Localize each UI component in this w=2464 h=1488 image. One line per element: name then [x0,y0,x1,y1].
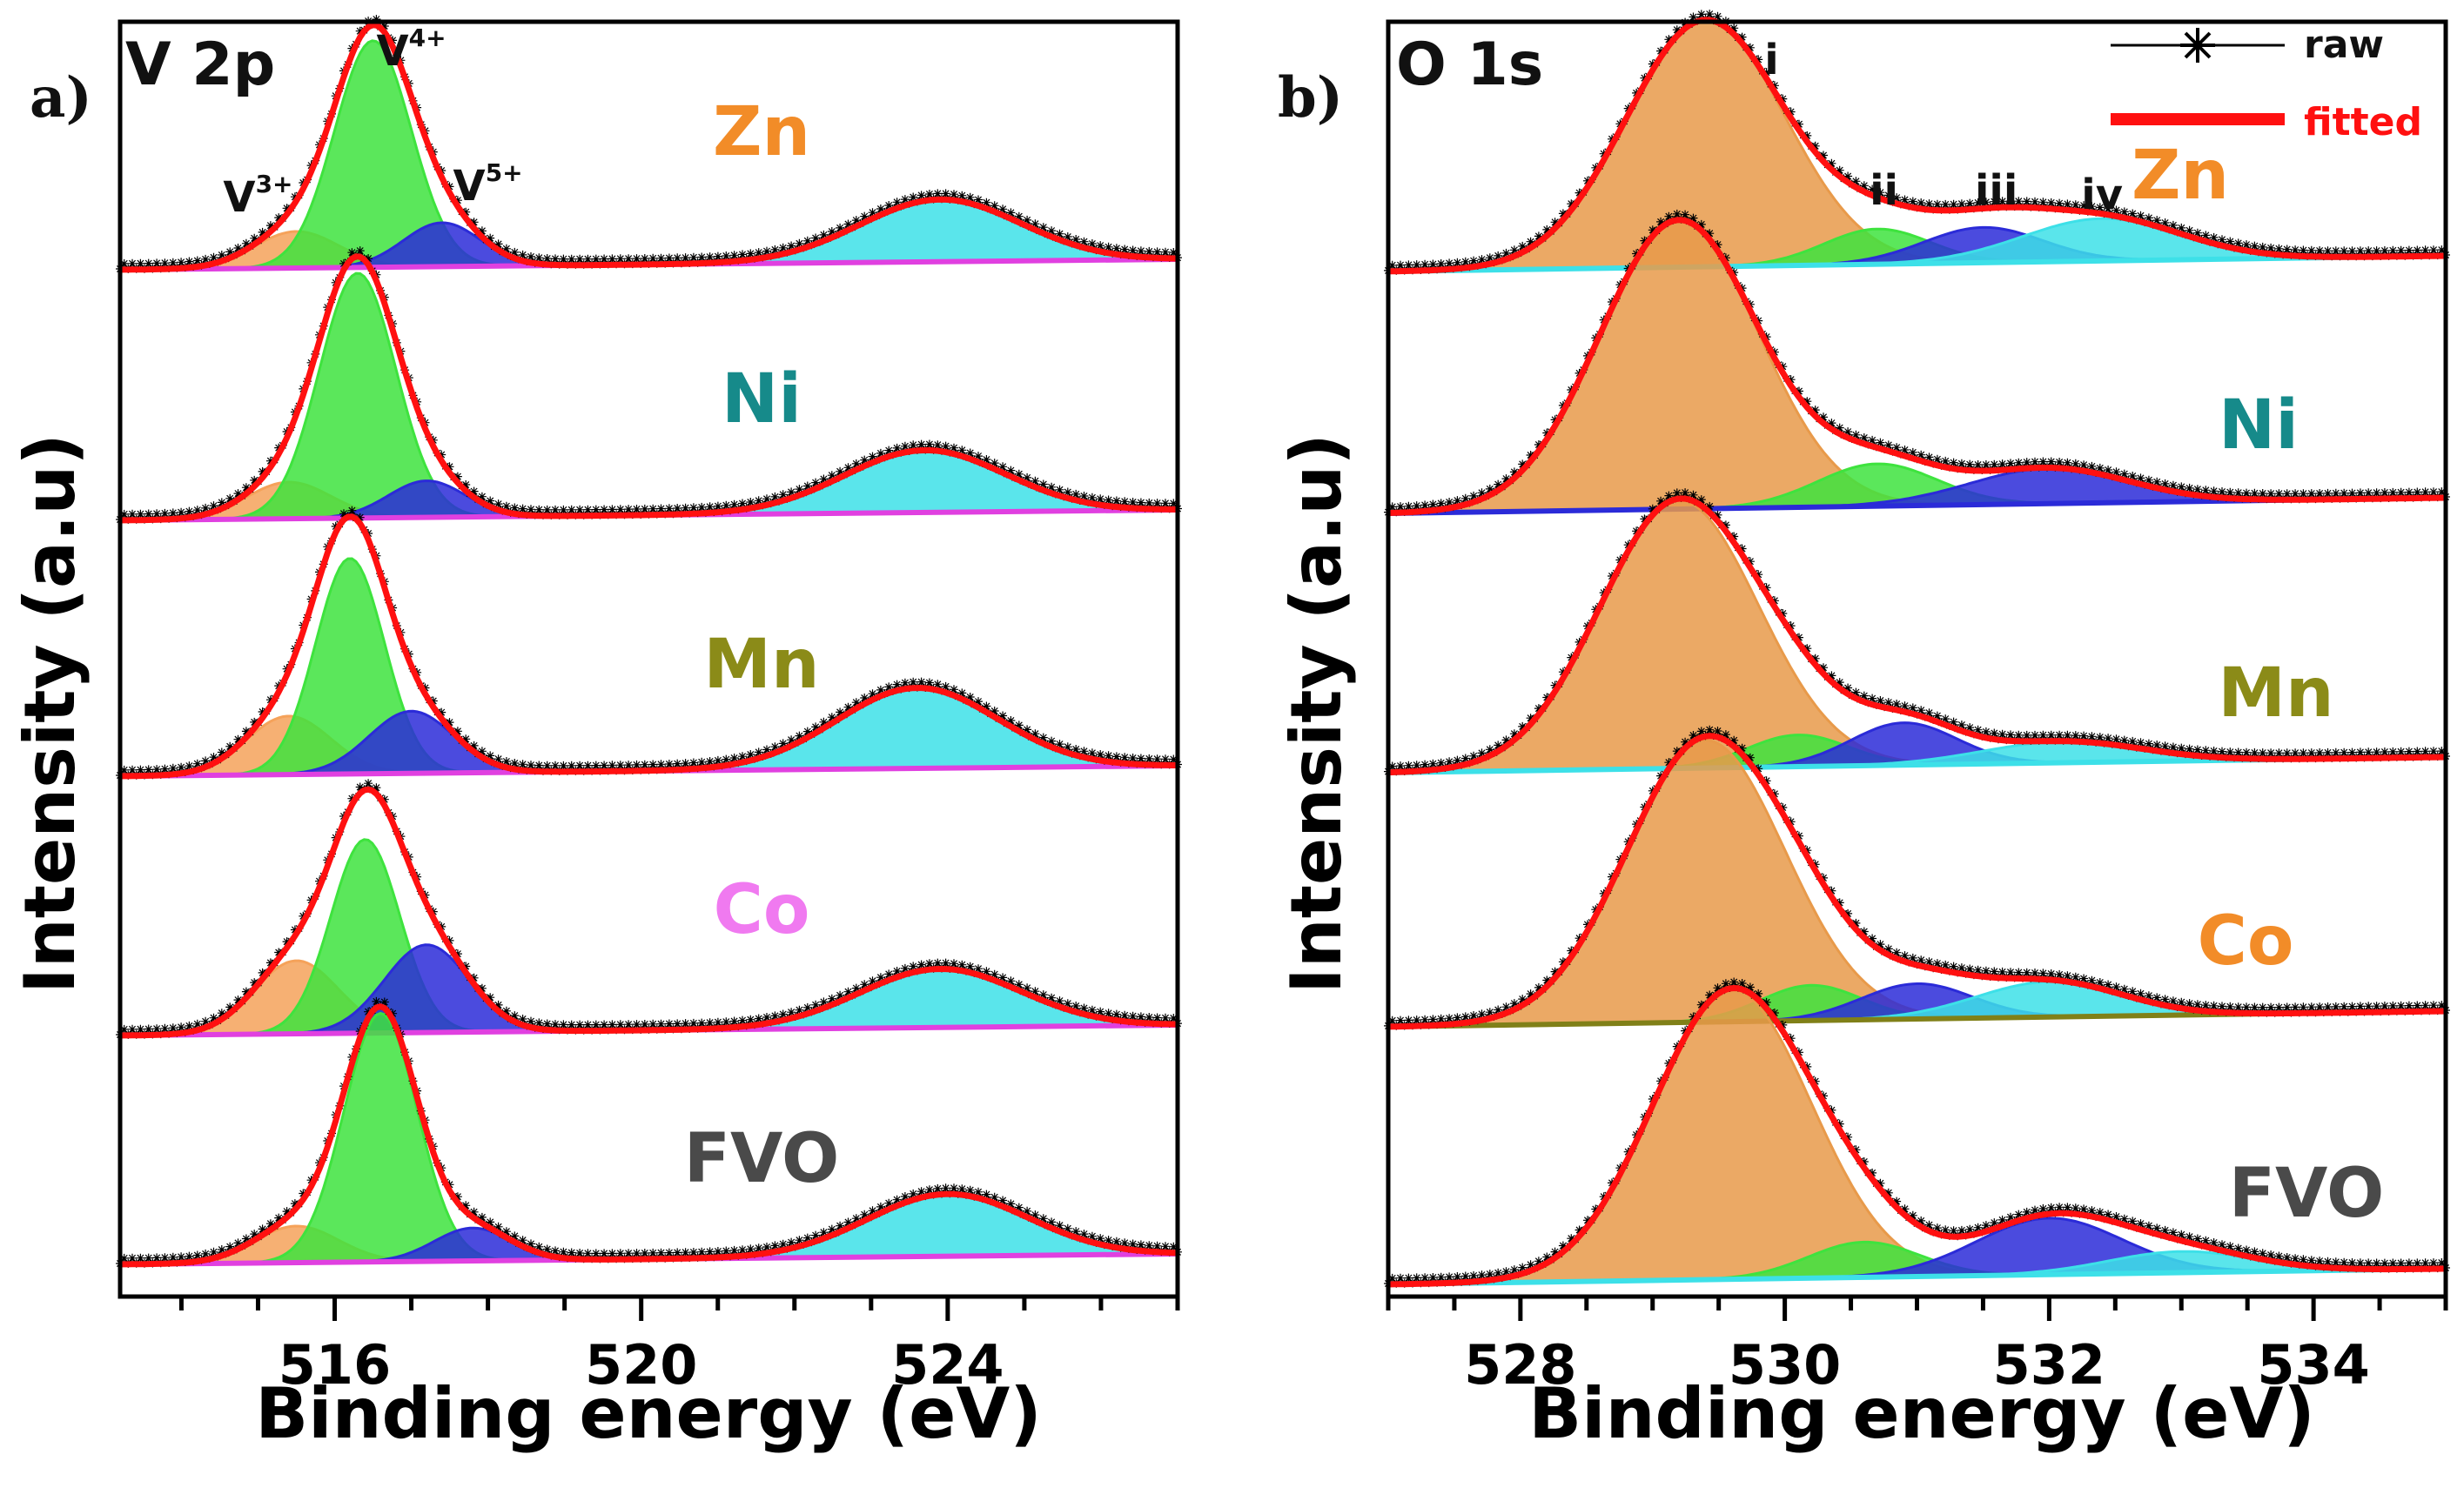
panel-a-frame [117,19,1180,1299]
x-tick-label: 530 [1729,1333,1841,1397]
component-annotation: V4+ [377,23,446,76]
panel-b-xlabel: Binding energy (eV) [1528,1373,2315,1454]
fitted-ni [119,253,1178,524]
sample-label-mn: Mn [2218,654,2333,733]
sample-label-fvo: FVO [684,1120,840,1198]
sample-label-co: Co [2198,902,2294,981]
panel-a-xlabel: Binding energy (eV) [255,1373,1042,1454]
fitted-zn [1387,17,2447,275]
sample-label-mn: Mn [703,626,819,704]
x-tick-label: 524 [891,1333,1004,1397]
x-tick-label: 534 [2257,1333,2369,1397]
panel-a-letter: a) [30,65,92,131]
raw-fvo [1384,977,2450,1288]
sample-label-ni: Ni [722,360,802,439]
x-tick-label: 520 [585,1333,697,1397]
fitted-fvo [119,1003,1178,1268]
component-annotation: ii [1870,166,1898,215]
component-annotation: iii [1975,166,2018,215]
legend-fitted-label: fitted [2304,100,2422,144]
x-tick-label: 532 [1993,1333,2105,1397]
spectrum-zn [116,15,1182,273]
sample-label-co: Co [714,871,810,949]
panel-a-ylabel: Intensity (a.u) [10,433,91,994]
spectrum-fvo [1384,977,2450,1288]
spectrum-mn [116,506,1182,780]
panel-b-spectra [1384,10,2450,1288]
panel-b-legend: raw fitted [2111,23,2422,144]
raw-co [1384,725,2450,1030]
spectrum-fvo [116,996,1182,1268]
spectrum-zn [1384,10,2450,275]
peak-fvo-i [1387,989,2447,1286]
spectrum-co [116,779,1182,1039]
panel-b-x-ticks: 528 530 532 534 [1386,1297,2448,1397]
panel-b-component-labels: iii iii iv [1764,36,2123,219]
sample-label-ni: Ni [2219,386,2299,465]
panel-b-title: O 1s [1396,30,1543,99]
panel-a-x-ticks: 516 520 524 [178,1297,1180,1397]
panel-b-letter: b) [1278,65,1343,131]
legend-raw-star [2180,28,2215,63]
sample-label-zn: Zn [713,93,810,171]
component-annotation: i [1764,36,1778,84]
component-annotation: V5+ [453,158,523,211]
panel-a-spectra [116,15,1182,1268]
spectrum-co [1384,725,2450,1030]
component-annotation: V3+ [223,170,292,222]
spectrum-ni [116,246,1182,524]
x-tick-label: 528 [1464,1333,1576,1397]
sample-label-zn: Zn [2132,137,2229,215]
panel-b-sample-labels: Zn Ni Mn Co FVO [2132,137,2384,1233]
fitted-fvo [1387,985,2446,1288]
panel-a-title: V 2p [125,30,275,99]
sample-label-fvo: FVO [2229,1155,2385,1233]
panel-a-sample-labels: Zn Ni Mn Co FVO [684,93,840,1198]
legend-raw-label: raw [2304,23,2384,67]
panel-b-ylabel: Intensity (a.u) [1276,433,1357,994]
fitted-mn [119,513,1178,780]
component-annotation: iv [2081,171,2123,219]
x-tick-label: 516 [279,1333,391,1397]
